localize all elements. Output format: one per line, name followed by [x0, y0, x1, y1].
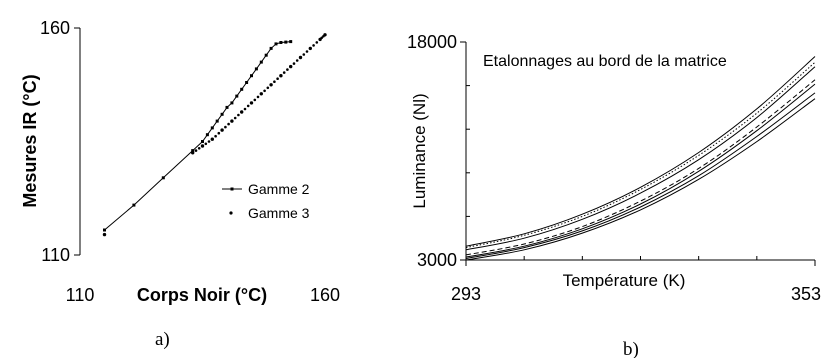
- chart-b-x-axis-label: Température (K): [563, 271, 686, 290]
- gamme3-point: [298, 55, 303, 60]
- gamme2-point: [201, 140, 204, 143]
- chart-a-y-axis-label: Mesures IR (°C): [20, 74, 40, 207]
- chart-b-minor-ticks: [465, 85, 816, 266]
- gamme3-point: [230, 119, 234, 123]
- chart-a-x-axis-label: Corps Noir (°C): [137, 285, 267, 305]
- gamme2-point: [245, 81, 249, 84]
- legend-gamme3-marker: [229, 211, 233, 215]
- gamme2-point: [205, 133, 209, 137]
- calibration-curve-3: [465, 56, 816, 247]
- chart-a-legend: Gamme 2 Gamme 3: [222, 181, 310, 221]
- chart-b-x-tick-label-right: 353: [791, 284, 821, 304]
- gamme2-point: [289, 40, 293, 44]
- gamme3-dot: [322, 35, 325, 38]
- chart-a-plot-area: [102, 33, 327, 237]
- gamme3-point: [289, 64, 293, 69]
- legend-gamme3-label: Gamme 3: [248, 205, 310, 221]
- gamme3-point: [308, 46, 312, 51]
- gamme3-point: [279, 74, 283, 78]
- gamme3-dot: [237, 113, 240, 117]
- gamme3-dot: [246, 104, 250, 108]
- gamme3-dot: [253, 98, 257, 102]
- gamme2-point: [225, 105, 229, 109]
- gamme3-point: [249, 101, 254, 105]
- gamme3-dot: [224, 125, 227, 129]
- gamme3-point: [220, 128, 224, 132]
- calibration-curve-4: [465, 83, 816, 258]
- gamme3-dot: [214, 134, 217, 138]
- gamme2-point: [284, 40, 288, 44]
- gamme2-point: [240, 87, 244, 91]
- gamme3-point: [191, 151, 195, 155]
- chart-b-y-tick-label-top: 18000: [407, 32, 457, 52]
- chart-a-x-tick-label-left: 110: [66, 285, 95, 305]
- calibration-curve-6: [465, 92, 816, 259]
- gamme3-point: [240, 110, 244, 114]
- gamme3-dot: [276, 77, 279, 80]
- gamme3-dot: [233, 116, 237, 120]
- gamme3-dot: [315, 41, 319, 44]
- gamme3-dot: [292, 62, 296, 65]
- chart-a-y-tick-label-bottom: 110: [41, 245, 70, 265]
- gamme3-point: [200, 144, 205, 148]
- chart-b: 18000 3000 293 353 Température (K) Lumin…: [407, 32, 821, 358]
- gamme2-point: [161, 176, 165, 180]
- gamme2-point: [210, 126, 214, 130]
- gamme3-dot: [194, 149, 198, 152]
- legend-gamme2-marker: [230, 187, 234, 191]
- legend-gamme2-label: Gamme 2: [248, 181, 310, 197]
- gamme2-point: [220, 112, 224, 116]
- gamme3-point: [102, 232, 107, 237]
- calibration-curve-5: [465, 79, 816, 256]
- gamme3-dot: [263, 89, 266, 93]
- chart-a-y-tick-label-top: 160: [40, 18, 70, 38]
- gamme2-point: [254, 67, 258, 71]
- gamme2-point: [230, 101, 234, 105]
- chart-b-y-axis-label: Luminance (Nl): [410, 93, 429, 208]
- gamme3-dot: [217, 131, 221, 135]
- gamme2-point: [259, 60, 263, 64]
- gamme2-point: [235, 94, 239, 98]
- gamme3-dot: [286, 68, 289, 71]
- gamme2-point: [264, 53, 268, 57]
- gamme3-dot: [207, 140, 211, 143]
- gamme3-dot: [320, 36, 324, 40]
- gamme2-point: [103, 228, 106, 232]
- gamme2-point: [191, 149, 195, 153]
- gamme2-point: [274, 42, 278, 46]
- gamme3-dot: [266, 86, 270, 90]
- gamme3-dot: [273, 80, 276, 83]
- gamme3-dot: [282, 71, 286, 74]
- series-gamme2-line: [104, 41, 291, 231]
- gamme3-point: [269, 83, 273, 87]
- gamme3-point: [259, 92, 263, 96]
- calibration-curve-2: [465, 61, 816, 249]
- gamme3-dot: [256, 95, 260, 99]
- chart-b-y-tick-label-bottom: 3000: [417, 250, 457, 270]
- chart-a-panel-label: a): [155, 329, 170, 350]
- gamme3-dot: [243, 107, 247, 111]
- gamme2-point: [132, 203, 136, 207]
- gamme3-dot: [305, 50, 309, 53]
- gamme3-dot: [227, 122, 230, 126]
- gamme3-point: [210, 137, 214, 141]
- gamme3-dot: [295, 59, 299, 62]
- gamme2-point: [215, 119, 219, 123]
- calibration-curve-1: [465, 66, 816, 251]
- gamme2-point: [279, 41, 283, 44]
- gamme3-dot: [312, 44, 315, 47]
- chart-b-title: Etalonnages au bord de la matrice: [483, 53, 727, 70]
- chart-a: 160 110 110 160 Corps Noir (°C) Mesures …: [20, 18, 340, 350]
- chart-b-plot-area: [465, 56, 816, 261]
- chart-b-panel-label: b): [623, 339, 639, 358]
- calibration-curve-7: [465, 98, 816, 261]
- gamme3-dot: [302, 53, 306, 56]
- gamme3-dot: [204, 142, 208, 146]
- gamme2-point: [250, 74, 253, 78]
- gamme3-dot: [197, 147, 201, 150]
- chart-a-x-tick-label-right: 160: [310, 285, 340, 305]
- chart-b-x-tick-label-left: 293: [451, 284, 481, 304]
- gamme2-point: [269, 46, 273, 50]
